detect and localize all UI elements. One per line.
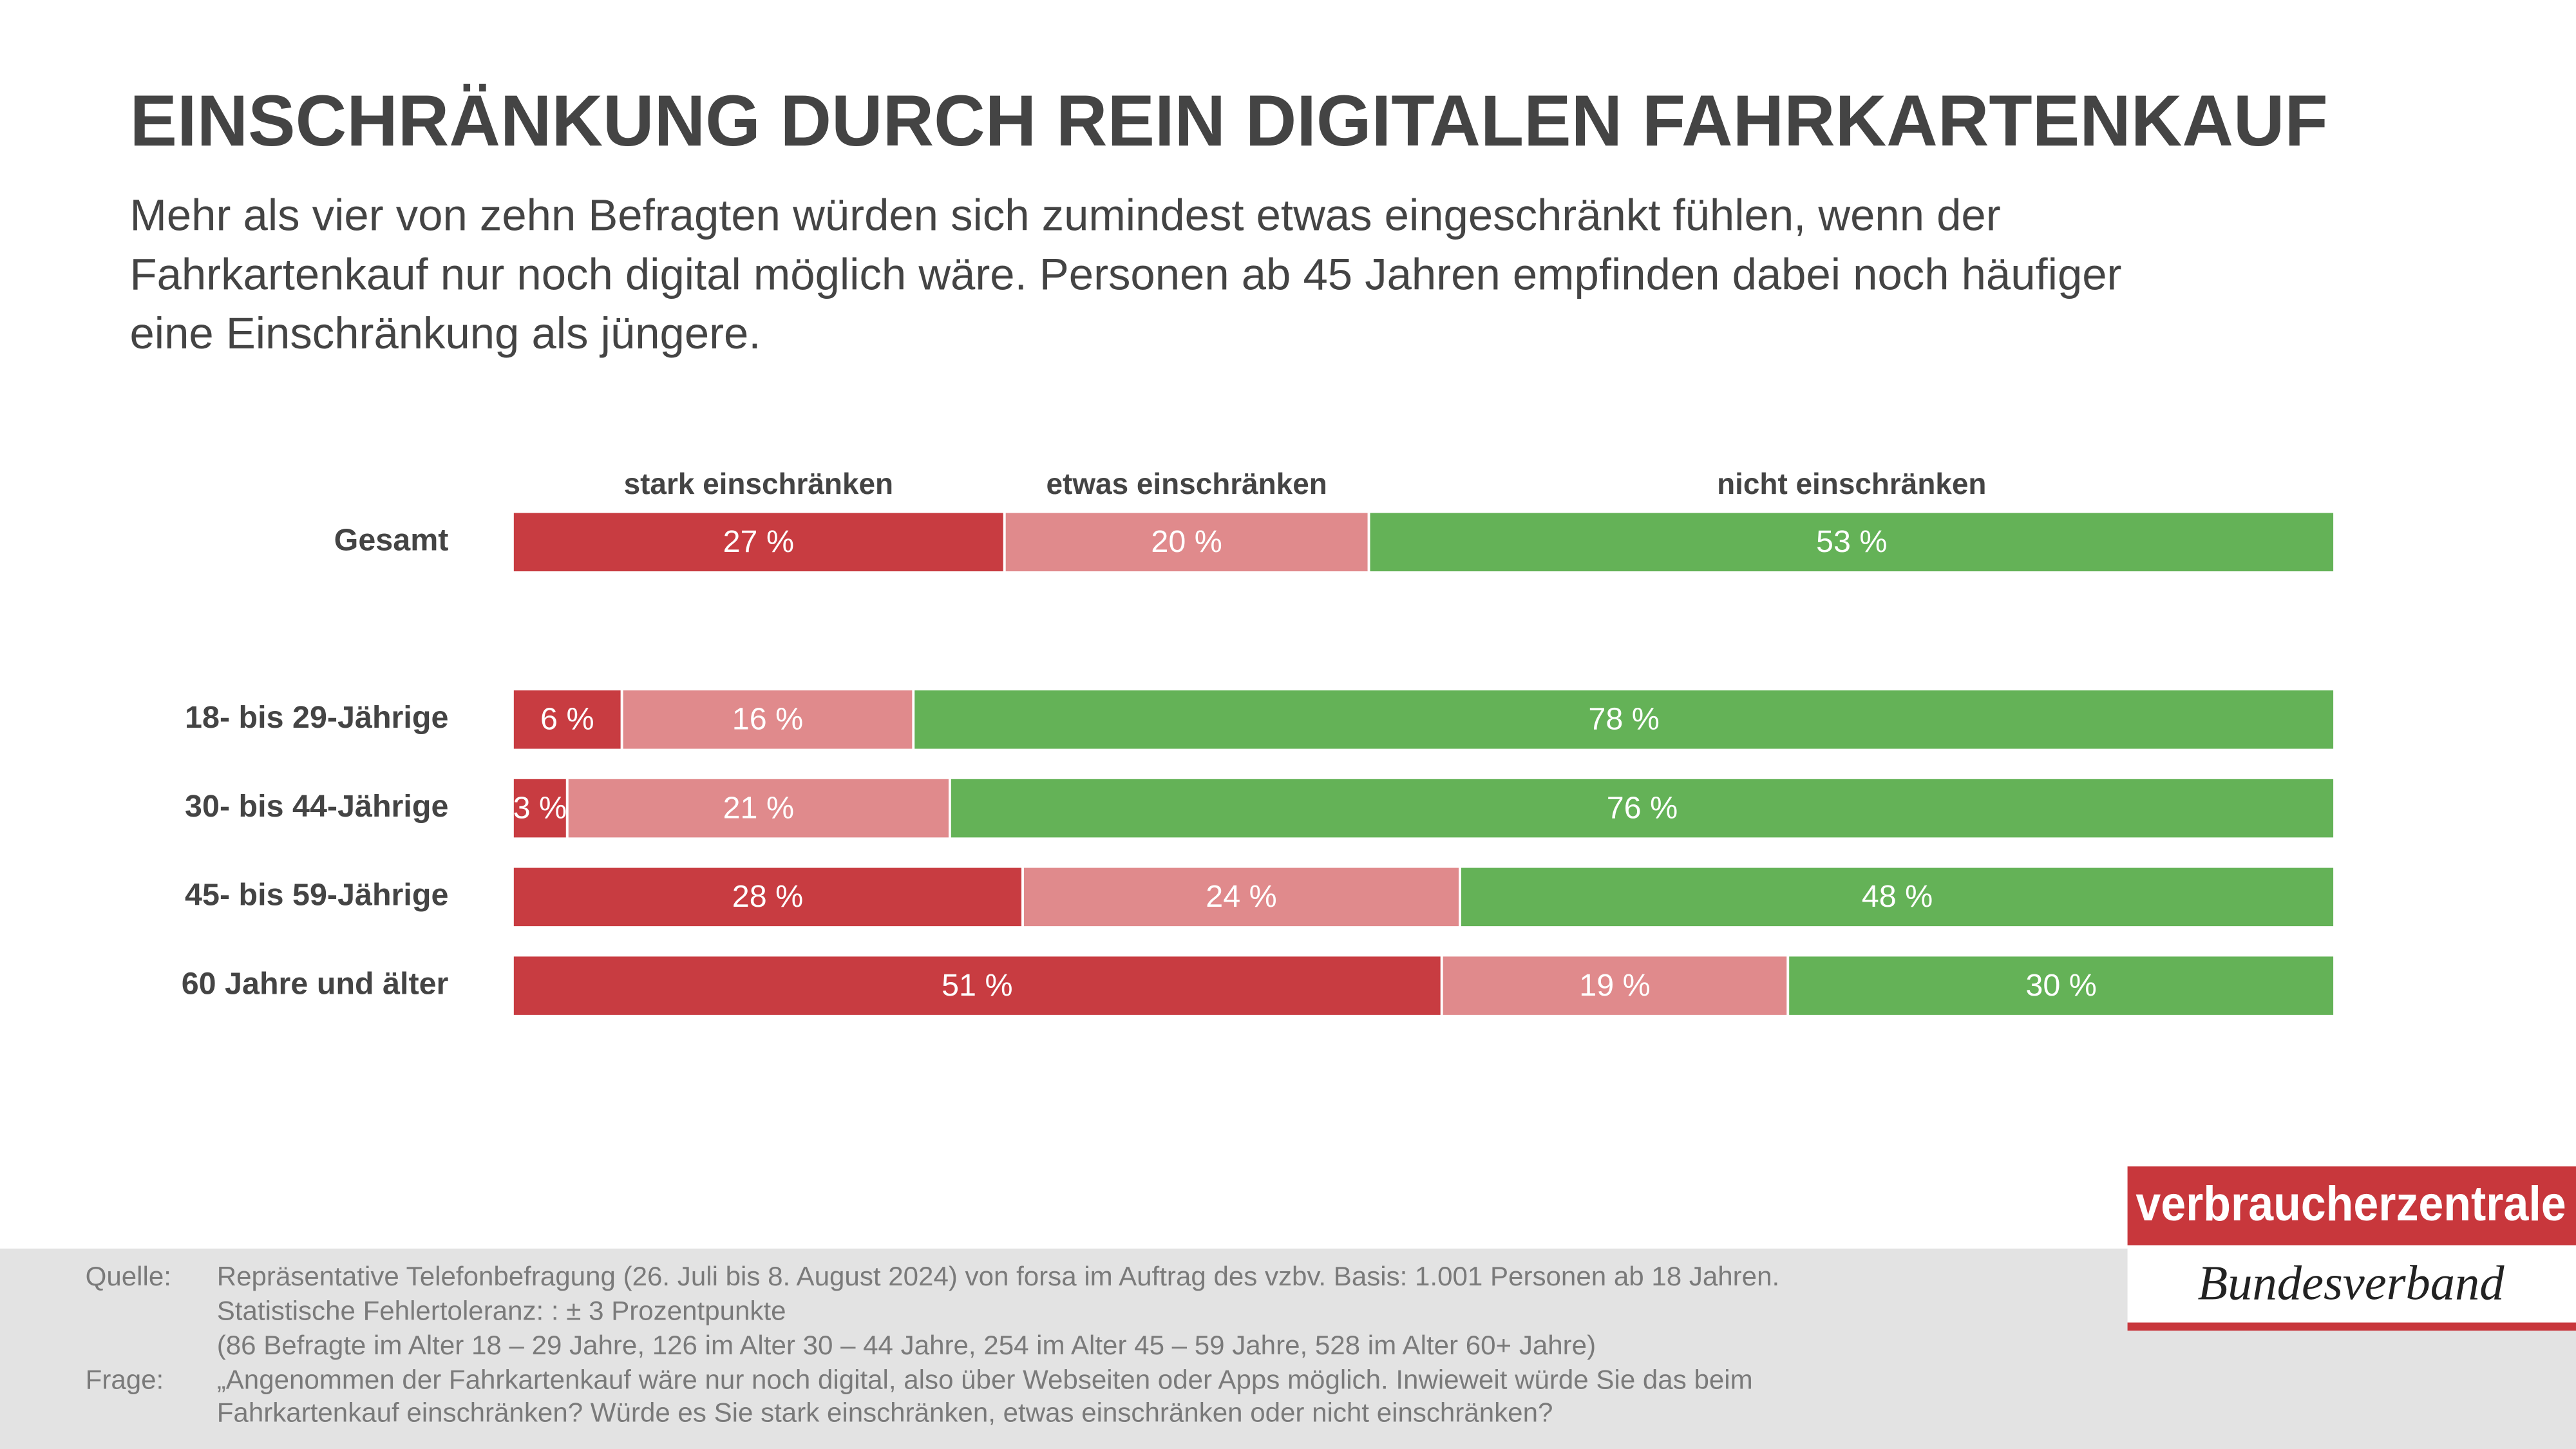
bar-segment: [620, 688, 915, 752]
value-label: 6 %: [540, 702, 594, 737]
subtitle: Fahrkartenkauf nur noch digital möglich …: [130, 249, 2122, 299]
value-label: 20 %: [1151, 524, 1222, 559]
logo-subtitle: Bundesverband: [2198, 1256, 2505, 1311]
bar-segment: [1459, 865, 2336, 929]
value-label: 78 %: [1588, 702, 1659, 737]
value-label: 21 %: [723, 790, 794, 825]
value-label: 51 %: [942, 968, 1012, 1003]
category-label: Gesamt: [334, 523, 449, 558]
bar-segment: [1786, 954, 2336, 1018]
bar-segment: [511, 954, 1443, 1018]
value-label: 16 %: [732, 702, 803, 737]
bar-segment: [1021, 865, 1461, 929]
question-line: Fahrkartenkauf einschränken? Würde es Si…: [217, 1397, 1553, 1428]
value-label: 27 %: [723, 524, 794, 559]
logo-box: [2127, 1166, 2576, 1245]
value-label: 28 %: [732, 879, 803, 914]
legend-label: stark einschränken: [624, 467, 893, 500]
bar-segment: [948, 776, 2336, 840]
bar-segment: [912, 688, 2336, 752]
subtitle: Mehr als vier von zehn Befragten würden …: [130, 190, 2001, 240]
value-label: 3 %: [513, 790, 567, 825]
value-label: 76 %: [1607, 790, 1678, 825]
bar-segment: [511, 688, 623, 752]
question-label: Frage:: [86, 1365, 164, 1395]
value-label: 19 %: [1579, 968, 1650, 1003]
bar-segment: [511, 776, 569, 840]
chart-title: EINSCHRÄNKUNG DURCH REIN DIGITALEN FAHRK…: [130, 80, 2328, 161]
category-label: 60 Jahre und älter: [182, 966, 449, 1001]
category-label: 18- bis 29-Jährige: [185, 700, 448, 735]
logo-line: [2127, 1322, 2576, 1331]
legend-label: nicht einschränken: [1717, 467, 1986, 500]
logo-name: verbraucherzentrale: [2136, 1177, 2566, 1231]
legend-label: etwas einschränken: [1046, 467, 1327, 500]
bar-segment: [565, 776, 951, 840]
bar-segment: [511, 865, 1024, 929]
source-line: Repräsentative Telefonbefragung (26. Jul…: [217, 1261, 1779, 1291]
value-label: 24 %: [1206, 879, 1276, 914]
value-label: 53 %: [1816, 524, 1887, 559]
logo-sub-box: [2127, 1245, 2576, 1325]
subtitle: eine Einschränkung als jüngere.: [130, 308, 761, 358]
source-line: Statistische Fehlertoleranz: : ± 3 Proze…: [217, 1295, 786, 1325]
value-label: 48 %: [1862, 879, 1933, 914]
source-line: (86 Befragte im Alter 18 – 29 Jahre, 126…: [217, 1330, 1596, 1360]
category-label: 45- bis 59-Jährige: [185, 878, 448, 913]
value-label: 30 %: [2025, 968, 2096, 1003]
category-label: 30- bis 44-Jährige: [185, 789, 448, 824]
question-line: „Angenommen der Fahrkartenkauf wäre nur …: [217, 1365, 1753, 1395]
source-label: Quelle:: [86, 1261, 171, 1291]
bar-segment: [1003, 510, 1370, 574]
bar-segment: [1367, 510, 2336, 574]
